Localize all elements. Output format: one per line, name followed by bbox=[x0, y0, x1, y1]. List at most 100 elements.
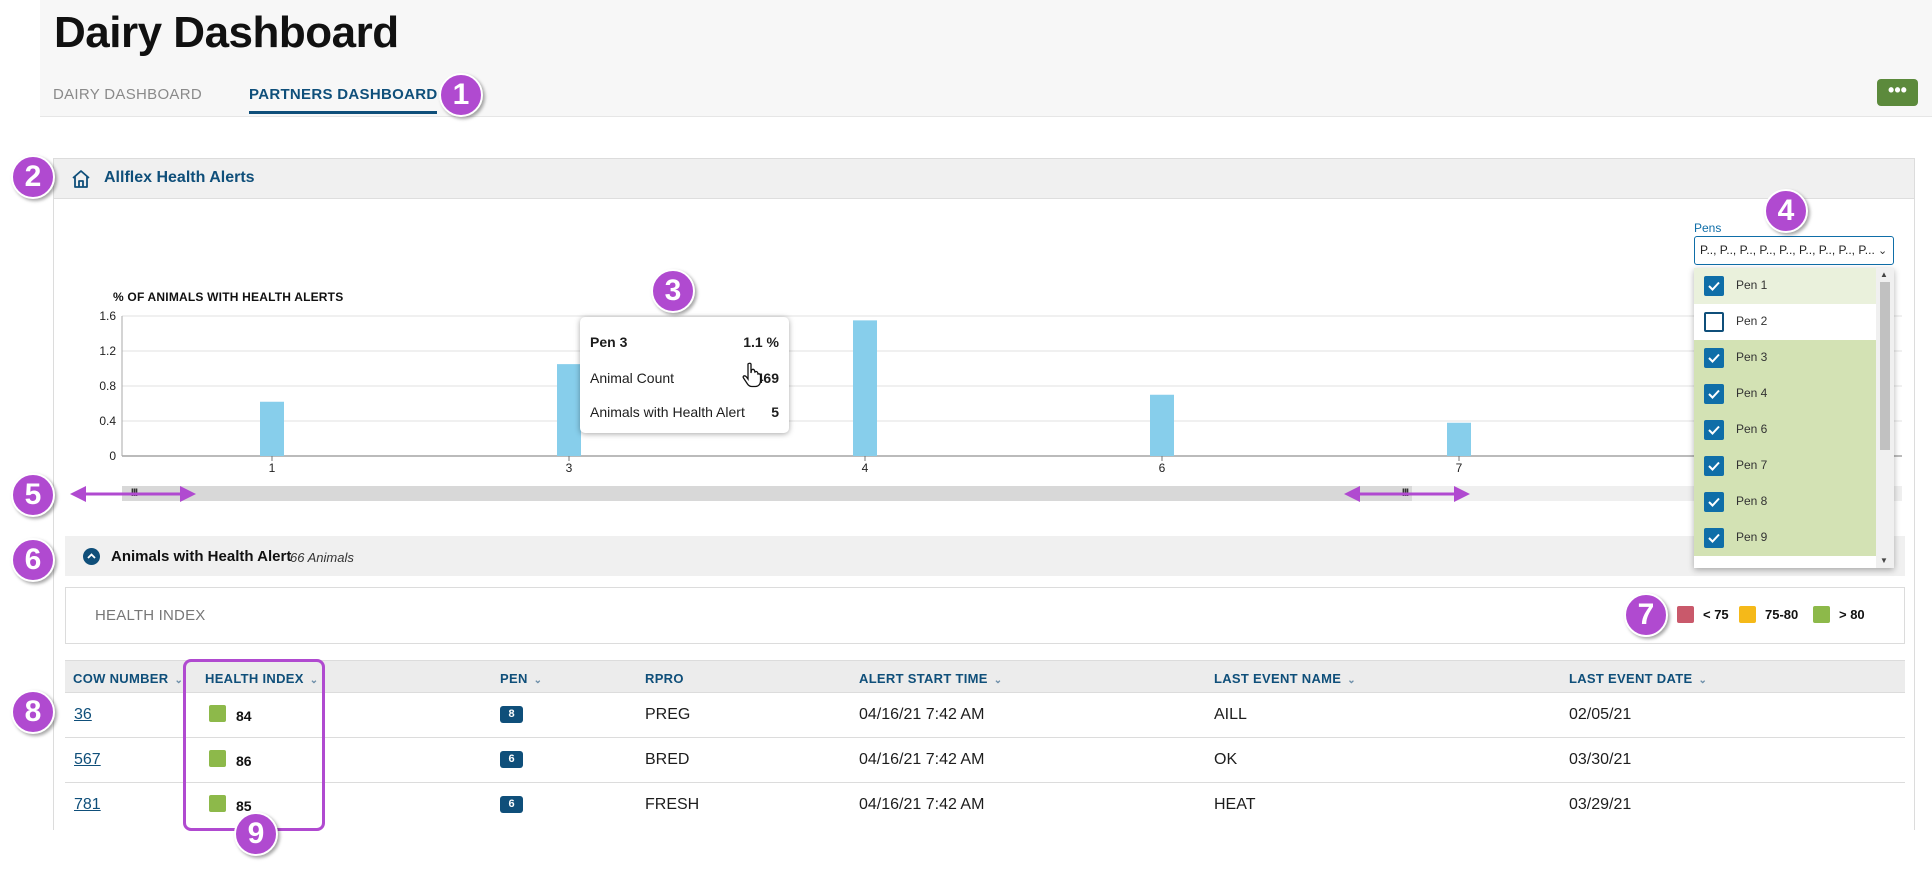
column-header-alert-start-time[interactable]: ALERT START TIME ⌄ bbox=[859, 671, 1002, 686]
checkbox-unchecked-icon[interactable] bbox=[1704, 312, 1724, 332]
pen-option-4[interactable]: Pen 4 bbox=[1694, 376, 1876, 412]
column-label: RPRO bbox=[645, 671, 684, 686]
checkbox-checked-icon[interactable] bbox=[1704, 276, 1724, 296]
last-event-date: 03/30/21 bbox=[1569, 751, 1632, 768]
range-handle-right[interactable]: III bbox=[1401, 487, 1409, 499]
callout-badge: 5 bbox=[11, 473, 55, 517]
sort-icon[interactable]: ⌄ bbox=[1347, 675, 1356, 686]
scrollbar-thumb[interactable] bbox=[1880, 282, 1890, 450]
table-row[interactable]: 781 85 6 FRESH 04/16/21 7:42 AM HEAT 03/… bbox=[65, 783, 1905, 828]
health-alerts-panel: Allflex Health Alerts bbox=[53, 158, 1915, 872]
tooltip-row-label: Animal Count bbox=[590, 370, 675, 386]
tab-partners-dashboard[interactable]: PARTNERS DASHBOARD bbox=[249, 86, 438, 114]
animals-section-header[interactable]: Animals with Health Alert 66 Animals bbox=[65, 536, 1905, 576]
legend-swatch-low bbox=[1677, 606, 1694, 623]
cow-number-link[interactable]: 567 bbox=[74, 751, 101, 768]
column-header-pen[interactable]: PEN ⌄ bbox=[500, 671, 542, 686]
tab-dairy-dashboard[interactable]: DAIRY DASHBOARD bbox=[53, 86, 202, 103]
last-event-name: AILL bbox=[1214, 706, 1247, 723]
sort-icon[interactable]: ⌄ bbox=[309, 675, 319, 686]
column-header-rpro[interactable]: RPRO bbox=[645, 671, 684, 686]
pen-option-label: Pen 3 bbox=[1736, 350, 1768, 364]
health-index-box: HEALTH INDEX < 75 75-80 > 80 bbox=[65, 587, 1905, 644]
last-event-date: 03/29/21 bbox=[1569, 796, 1632, 813]
pen-option-7[interactable]: Pen 7 bbox=[1694, 448, 1876, 484]
tooltip-title: Pen 3 bbox=[590, 334, 628, 350]
pens-select[interactable]: P.., P.., P.., P.., P.., P.., P.., P.., … bbox=[1694, 236, 1894, 265]
animals-section-title: Animals with Health Alert bbox=[111, 548, 292, 565]
column-header-health-index[interactable]: HEALTH INDEX ⌄ bbox=[205, 671, 318, 686]
collapse-chevron-icon[interactable] bbox=[83, 548, 100, 565]
rpro-value: FRESH bbox=[645, 796, 700, 813]
checkbox-checked-icon[interactable] bbox=[1704, 384, 1724, 404]
pen-option-label: Pen 2 bbox=[1736, 314, 1768, 328]
rpro-value: BRED bbox=[645, 751, 690, 768]
pen-option-label: Pen 6 bbox=[1736, 422, 1768, 436]
table-row[interactable]: 567 86 6 BRED 04/16/21 7:42 AM OK 03/30/… bbox=[65, 738, 1905, 783]
callout-badge: 2 bbox=[11, 155, 55, 199]
column-header-cow-number[interactable]: COW NUMBER ⌄ bbox=[73, 671, 183, 686]
pen-option-1[interactable]: Pen 1 bbox=[1694, 268, 1876, 304]
panel-header: Allflex Health Alerts bbox=[54, 159, 1914, 199]
checkbox-checked-icon[interactable] bbox=[1704, 348, 1724, 368]
pen-option-3[interactable]: Pen 3 bbox=[1694, 340, 1876, 376]
rpro-value: PREG bbox=[645, 706, 691, 723]
health-index-highlight-frame bbox=[183, 659, 325, 831]
pen-option-6[interactable]: Pen 6 bbox=[1694, 412, 1876, 448]
range-selection[interactable] bbox=[122, 486, 1412, 501]
alert-start-time: 04/16/21 7:42 AM bbox=[859, 706, 985, 723]
column-header-last-event-date[interactable]: LAST EVENT DATE ⌄ bbox=[1569, 671, 1707, 686]
checkbox-checked-icon[interactable] bbox=[1704, 492, 1724, 512]
pens-scrollbar[interactable]: ▲ ▼ bbox=[1876, 268, 1894, 568]
pen-badge: 6 bbox=[500, 751, 523, 768]
table-row[interactable]: 36 84 8 PREG 04/16/21 7:42 AM AILL 02/05… bbox=[65, 693, 1905, 738]
hand-pointer-icon bbox=[742, 362, 762, 388]
sort-icon[interactable]: ⌄ bbox=[174, 675, 184, 686]
callout-badge: 4 bbox=[1764, 189, 1808, 233]
pen-option-8[interactable]: Pen 8 bbox=[1694, 484, 1876, 520]
page-bottom-space bbox=[0, 830, 1932, 872]
tab-partners-dashboard-label: PARTNERS DASHBOARD bbox=[249, 86, 438, 103]
checkbox-checked-icon[interactable] bbox=[1704, 456, 1724, 476]
chevron-down-icon[interactable]: ⌄ bbox=[1878, 245, 1888, 257]
column-label: LAST EVENT DATE bbox=[1569, 671, 1693, 686]
cow-number-link[interactable]: 36 bbox=[74, 706, 92, 723]
checkbox-checked-icon[interactable] bbox=[1704, 528, 1724, 548]
checkbox-checked-icon[interactable] bbox=[1704, 420, 1724, 440]
legend-label-low: < 75 bbox=[1703, 607, 1729, 622]
last-event-date: 02/05/21 bbox=[1569, 706, 1632, 723]
column-header-last-event-name[interactable]: LAST EVENT NAME ⌄ bbox=[1214, 671, 1356, 686]
scroll-down-icon[interactable]: ▼ bbox=[1880, 556, 1888, 565]
chart-title: % OF ANIMALS WITH HEALTH ALERTS bbox=[113, 290, 344, 304]
home-icon[interactable] bbox=[70, 168, 92, 190]
pens-label: Pens bbox=[1694, 221, 1722, 235]
column-label: LAST EVENT NAME bbox=[1214, 671, 1342, 686]
more-options-button[interactable]: ••• bbox=[1877, 79, 1918, 106]
sort-icon[interactable]: ⌄ bbox=[1698, 675, 1708, 686]
pen-option-label: Pen 8 bbox=[1736, 494, 1768, 508]
pens-dropdown-list: Pen 1 Pen 2 Pen 3 Pen 4 Pen 6 Pen 7 Pen … bbox=[1694, 268, 1894, 568]
cow-number-link[interactable]: 781 bbox=[74, 796, 101, 813]
legend-label-high: > 80 bbox=[1839, 607, 1865, 622]
callout-badge: 6 bbox=[11, 538, 55, 582]
health-index-value: 86 bbox=[236, 753, 252, 769]
health-index-label: HEALTH INDEX bbox=[95, 607, 206, 624]
sort-icon[interactable]: ⌄ bbox=[533, 675, 543, 686]
legend-label-mid: 75-80 bbox=[1765, 607, 1799, 622]
health-status-swatch bbox=[209, 705, 226, 722]
pen-badge: 8 bbox=[500, 706, 523, 723]
pen-option-2[interactable]: Pen 2 bbox=[1694, 304, 1876, 340]
sort-icon[interactable]: ⌄ bbox=[993, 675, 1003, 686]
tooltip-row-value: 469 bbox=[755, 370, 779, 386]
pen-option-9[interactable]: Pen 9 bbox=[1694, 520, 1876, 556]
animals-count: 66 Animals bbox=[290, 550, 354, 565]
range-handle-left[interactable]: III bbox=[130, 487, 138, 499]
scroll-up-icon[interactable]: ▲ bbox=[1880, 270, 1888, 279]
column-label: HEALTH INDEX bbox=[205, 671, 304, 686]
last-event-name: OK bbox=[1214, 751, 1238, 768]
tooltip-row-value: 5 bbox=[771, 404, 779, 420]
column-label: COW NUMBER bbox=[73, 671, 169, 686]
pen-option-label: Pen 4 bbox=[1736, 386, 1768, 400]
panel-title[interactable]: Allflex Health Alerts bbox=[104, 169, 255, 186]
health-index-value: 84 bbox=[236, 708, 252, 724]
